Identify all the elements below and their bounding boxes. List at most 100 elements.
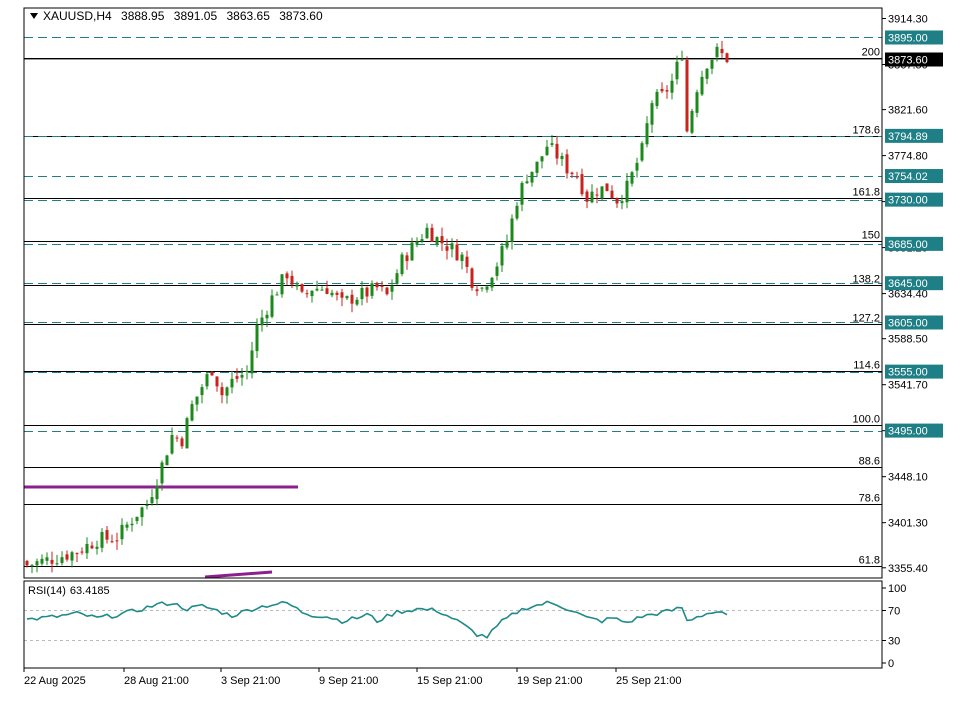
candle [100, 528, 104, 553]
candle [460, 251, 464, 270]
time-axis: 22 Aug 2025 28 Aug 21:00 3 Sep 21:00 9 Sep … [23, 668, 681, 687]
candle [245, 365, 249, 380]
candle [465, 250, 469, 274]
candle [355, 296, 359, 306]
candle [65, 550, 69, 562]
candle [25, 559, 29, 568]
candle [380, 281, 384, 292]
candle [590, 184, 594, 204]
candle [645, 116, 649, 148]
candle [685, 56, 689, 133]
candle [235, 368, 239, 383]
candle [480, 286, 484, 292]
candle [500, 242, 504, 272]
candle [620, 194, 624, 210]
candle [615, 197, 619, 208]
candle [75, 552, 79, 562]
candle [205, 371, 209, 390]
candle [630, 171, 634, 187]
candle [720, 40, 724, 58]
candle [400, 252, 404, 277]
candle [540, 156, 544, 169]
candle [450, 238, 454, 258]
svg-text:3873.60: 3873.60 [888, 55, 928, 67]
candle [715, 43, 719, 62]
candle [530, 171, 534, 187]
dropdown-triangle-icon[interactable] [30, 13, 38, 19]
horizontal-levels [24, 37, 882, 432]
candle [140, 506, 144, 526]
candle [650, 100, 654, 133]
level-tag: 3794.89 [885, 128, 943, 143]
rsi-line [26, 600, 728, 639]
candle [655, 89, 659, 109]
price-tick: 3355.40 [888, 563, 928, 575]
candle [195, 396, 199, 412]
candle [435, 236, 439, 247]
trend-lines [24, 485, 298, 579]
symbol-label: XAUUSD,H4 [43, 9, 112, 23]
candle [360, 281, 364, 306]
price-tick: 3821.60 [888, 105, 928, 117]
price-tick: 3541.70 [888, 380, 928, 392]
price-tick: 3634.40 [888, 289, 928, 301]
candle [415, 237, 419, 248]
candle [690, 108, 694, 135]
candle [490, 276, 494, 292]
candle [285, 271, 289, 285]
candle [505, 234, 509, 250]
candle [335, 290, 339, 301]
level-tag: 3495.00 [885, 423, 943, 438]
candle [390, 279, 394, 300]
time-tick: 19 Sep 21:00 [517, 675, 582, 687]
candle [295, 281, 299, 291]
fib-label-1: 178.6 [852, 125, 880, 137]
candle [520, 181, 524, 212]
candle [670, 73, 674, 100]
candle [265, 310, 269, 328]
svg-text:3645.00: 3645.00 [888, 278, 928, 290]
candle [345, 295, 349, 301]
level-tag: 3730.00 [885, 192, 943, 207]
candle [455, 238, 459, 261]
candle [445, 238, 449, 260]
candle [95, 540, 99, 555]
candle [250, 341, 254, 379]
candle [225, 386, 229, 404]
level-tag: 3645.00 [885, 276, 943, 291]
candle [200, 384, 204, 404]
fib-label-0: 200 [862, 47, 880, 59]
fib-label-2: 161.8 [852, 187, 880, 199]
candle [105, 526, 109, 544]
candle [570, 171, 574, 179]
chart-header[interactable]: XAUUSD,H4 3888.95 3891.05 3863.65 3873.6… [30, 9, 329, 23]
candle [70, 550, 74, 568]
price-tags: 3895.00 3794.89 3754.02 3730.00 3685.00 3645.… [885, 30, 943, 438]
candle [365, 286, 369, 303]
rsi-panel-border [23, 580, 883, 669]
candle [80, 547, 84, 555]
candle [370, 280, 374, 299]
candle [210, 371, 214, 376]
fib-label-9: 78.6 [859, 493, 880, 505]
candle [240, 367, 244, 386]
candle [190, 400, 194, 422]
svg-text:3754.02: 3754.02 [888, 171, 928, 183]
candle [525, 174, 529, 184]
level-tag: 3555.00 [885, 364, 943, 379]
candle [695, 89, 699, 118]
candle [90, 541, 94, 550]
candle [405, 252, 409, 270]
candle [565, 149, 569, 179]
rsi-tick-0: 0 [888, 658, 894, 670]
candle [440, 227, 444, 252]
candle [290, 270, 294, 289]
fib-label-8: 88.6 [859, 456, 880, 468]
level-tag: 3685.00 [885, 236, 943, 251]
candle [385, 286, 389, 296]
candle [115, 532, 119, 550]
candle [700, 70, 704, 97]
candle [305, 289, 309, 298]
candle [125, 521, 129, 531]
